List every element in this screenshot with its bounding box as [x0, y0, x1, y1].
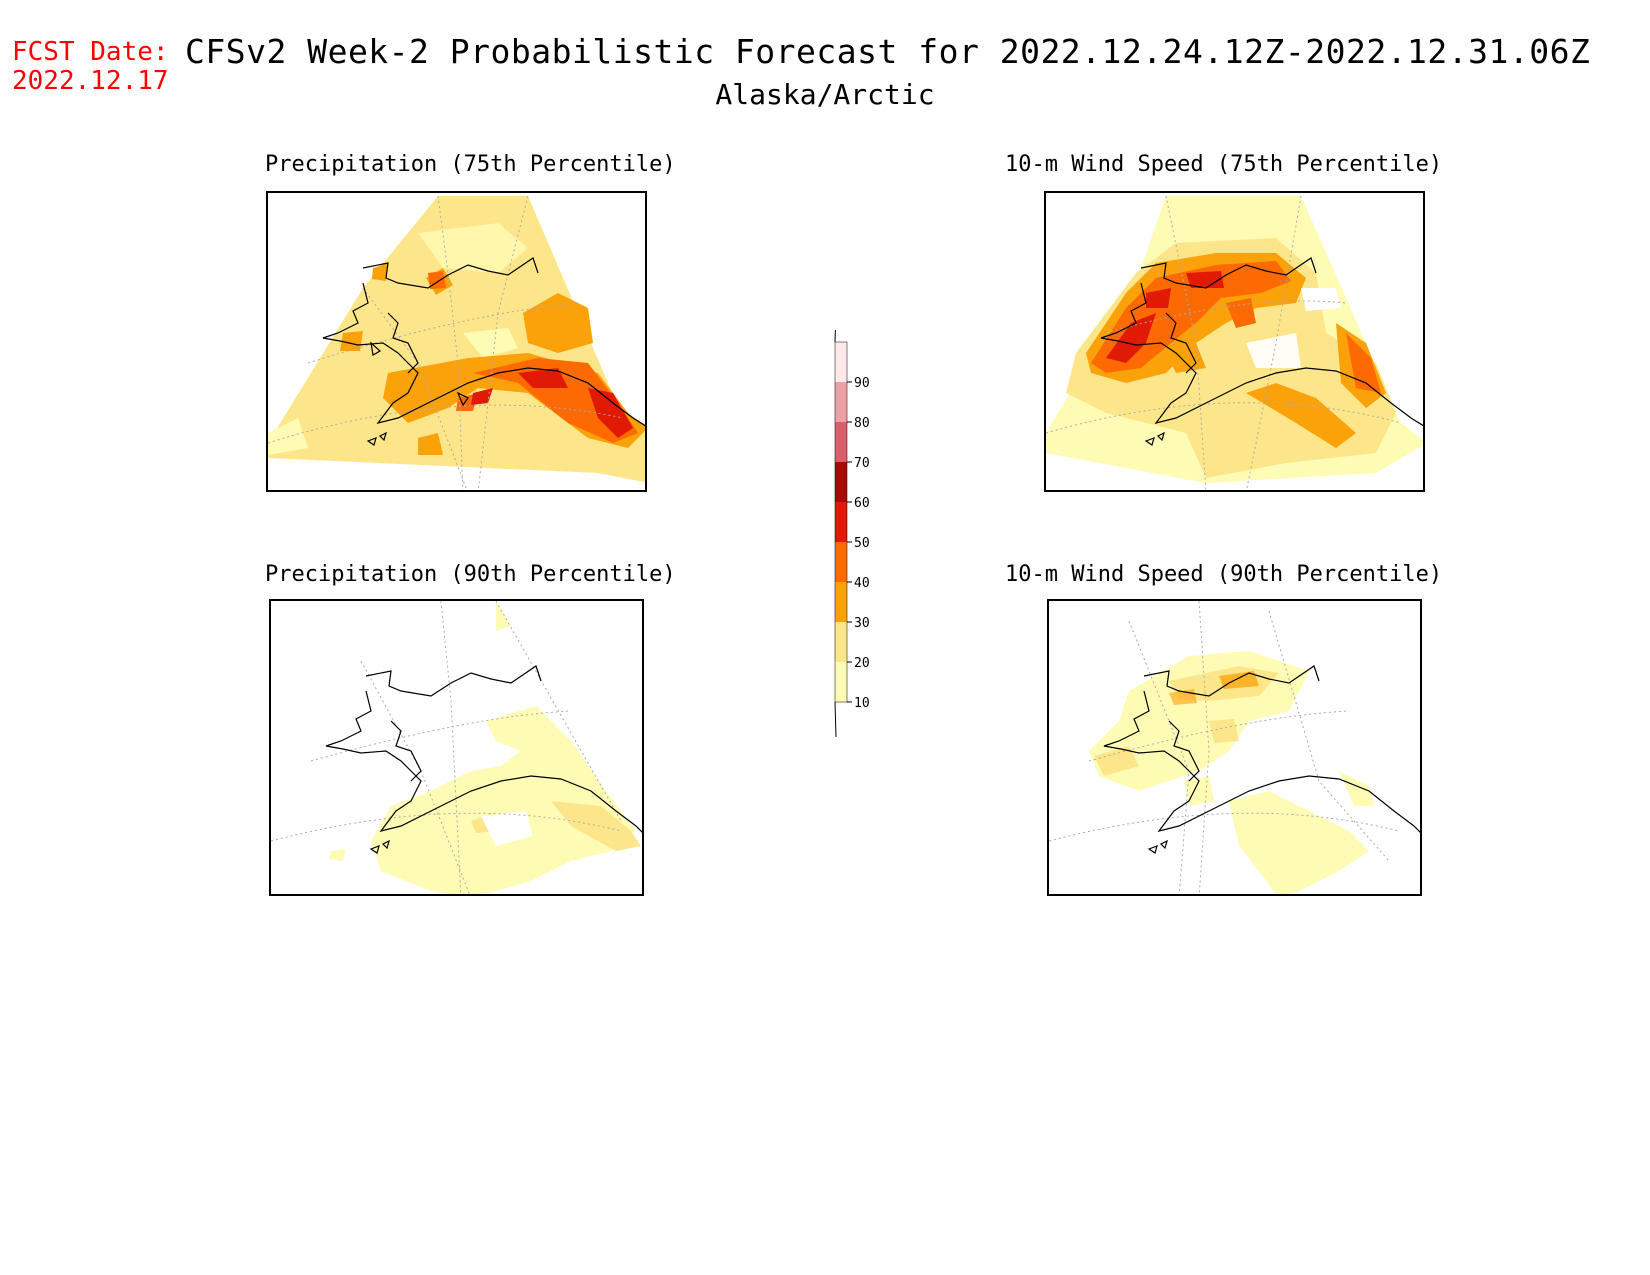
- colorbar-swatch: [835, 662, 847, 702]
- colorbar-border: [834, 341, 848, 703]
- colorbar-tick-label: 90: [854, 376, 870, 391]
- fill-20-region: [268, 196, 645, 483]
- map-precip-90: [269, 599, 644, 896]
- colorbar: 10 20 30 40 50 60 70 80 90: [820, 311, 900, 750]
- coastline: [322, 257, 645, 446]
- panel-title-precip-75: Precipitation (75th Percentile): [265, 152, 676, 177]
- graticule: [1046, 195, 1402, 490]
- fill-10-region: [329, 601, 636, 894]
- colorbar-tick-label: 40: [854, 576, 870, 591]
- fill-50-region: [1106, 271, 1224, 363]
- colorbar-tick-label: 50: [854, 536, 870, 551]
- colorbar-swatch: [835, 342, 847, 382]
- colorbar-swatch: [835, 502, 847, 542]
- colorbar-swatch: [835, 462, 847, 502]
- coastline: [1100, 257, 1423, 446]
- colorbar-tick-label: 10: [854, 696, 870, 711]
- fill-50-region: [471, 368, 633, 438]
- fcst-date-label: FCST Date:: [12, 37, 169, 67]
- colorbar-bottom-extension: [835, 702, 847, 737]
- fill-white-patch: [1246, 288, 1341, 368]
- coastline: [1103, 665, 1420, 854]
- colorbar-swatch: [835, 382, 847, 422]
- colorbar-tick-label: 30: [854, 616, 870, 631]
- colorbar-top-extension: [834, 311, 837, 343]
- map-precip-75: [266, 191, 647, 492]
- panel-title-wind-75: 10-m Wind Speed (75th Percentile): [1005, 152, 1443, 177]
- graticule: [268, 195, 624, 490]
- panel-title-precip-90: Precipitation (90th Percentile): [265, 562, 676, 587]
- fcst-date-value: 2022.12.17: [12, 66, 169, 96]
- region-subtitle: Alaska/Arctic: [715, 78, 935, 111]
- colorbar-tick-label: 70: [854, 456, 870, 471]
- page-title: CFSv2 Week-2 Probabilistic Forecast for …: [185, 32, 1591, 71]
- fill-white-patch: [481, 811, 533, 846]
- coastline: [325, 665, 642, 854]
- colorbar-swatch: [835, 422, 847, 462]
- colorbar-tick-label: 60: [854, 496, 870, 511]
- map-wind-75: [1044, 191, 1425, 492]
- colorbar-swatch: [835, 582, 847, 622]
- colorbar-tick-label: 80: [854, 416, 870, 431]
- map-wind-90: [1047, 599, 1422, 896]
- colorbar-swatch: [835, 622, 847, 662]
- colorbar-tick-label: 20: [854, 656, 870, 671]
- panel-title-wind-90: 10-m Wind Speed (90th Percentile): [1005, 562, 1443, 587]
- fill-10-region: [268, 223, 528, 455]
- colorbar-swatch: [835, 542, 847, 582]
- forecast-date-block: FCST Date: 2022.12.17: [12, 38, 169, 96]
